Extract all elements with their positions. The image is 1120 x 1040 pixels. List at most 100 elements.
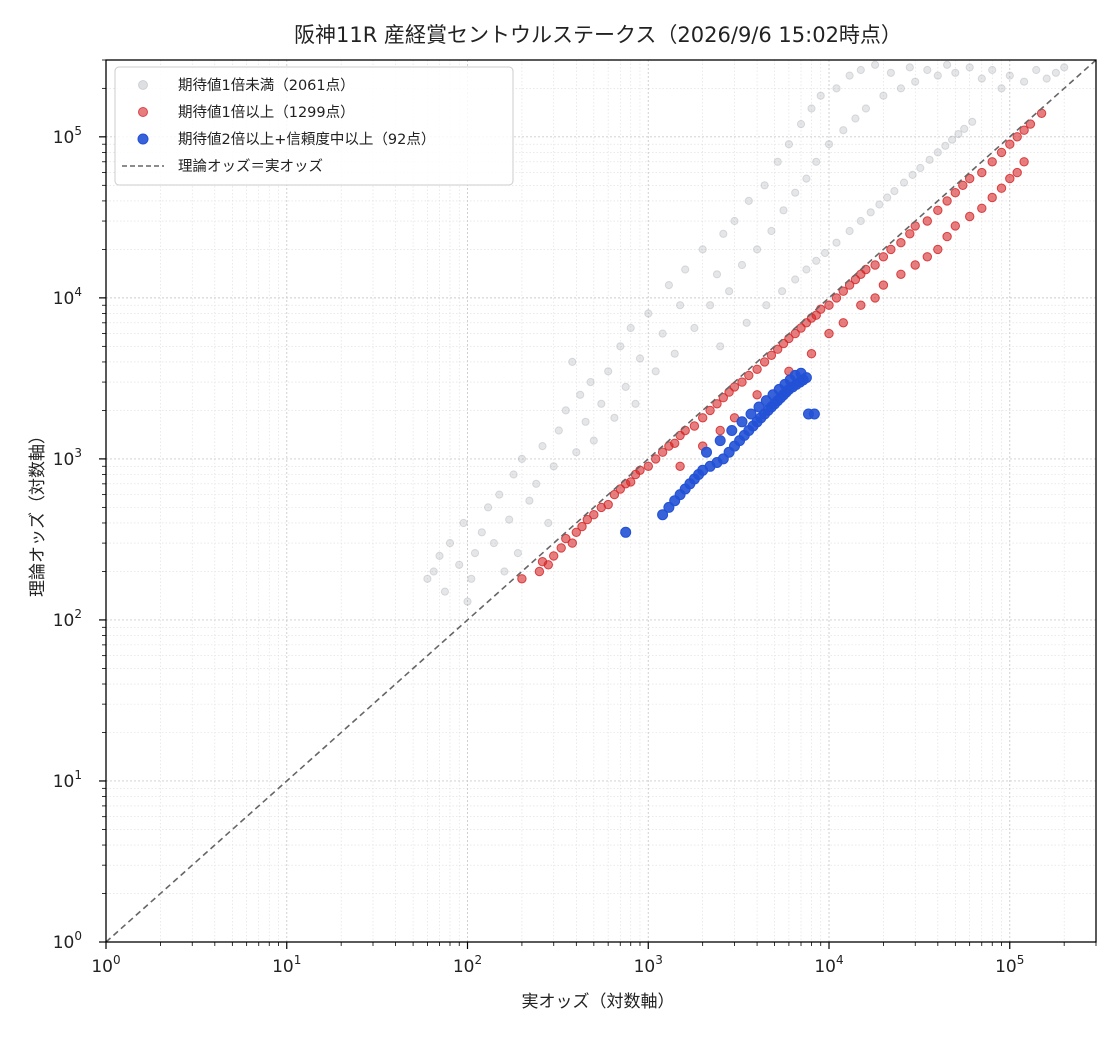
point-below-1 <box>784 140 794 149</box>
point-below-1 <box>807 104 816 113</box>
series-above-1 <box>517 108 1047 584</box>
point-above-1 <box>712 399 722 409</box>
legend-label-above-2: 期待値2倍以上+信頼度中以上（92点） <box>178 131 435 148</box>
point-below-1 <box>820 248 830 258</box>
point-below-1 <box>866 208 875 217</box>
point-above-1 <box>626 477 636 487</box>
point-below-1 <box>690 323 699 333</box>
point-below-1 <box>791 188 800 197</box>
point-above-1 <box>549 551 559 561</box>
point-above-1 <box>942 231 952 242</box>
point-below-1 <box>779 206 788 215</box>
point-below-1 <box>905 63 914 72</box>
point-below-1 <box>933 71 942 80</box>
legend-label-below-1: 期待値1倍未満（2061点） <box>178 77 355 94</box>
point-above-1 <box>878 252 889 262</box>
point-below-1 <box>802 174 811 183</box>
point-below-1 <box>796 120 806 129</box>
legend-item-reference: 理論オッズ＝実オッズ <box>122 158 323 175</box>
point-below-1 <box>658 329 667 338</box>
point-above-1 <box>651 454 661 464</box>
point-above-1 <box>603 499 613 510</box>
point-below-1 <box>525 496 534 505</box>
point-above-2 <box>753 401 765 413</box>
point-below-1 <box>886 68 896 77</box>
point-above-1 <box>987 157 997 167</box>
y-axis-label: 理論オッズ（対数軸） <box>28 427 48 597</box>
point-above-1 <box>1025 119 1036 129</box>
point-above-1 <box>589 510 599 520</box>
x-tick-label: 104 <box>814 953 843 977</box>
point-above-1 <box>824 300 834 310</box>
point-below-1 <box>467 574 476 583</box>
point-below-1 <box>791 275 800 284</box>
point-above-1 <box>933 244 943 255</box>
y-tick-label: 100 <box>53 929 82 953</box>
point-above-1 <box>922 216 932 226</box>
point-below-1 <box>923 65 932 75</box>
point-below-1 <box>576 390 585 399</box>
point-below-1 <box>1051 68 1061 77</box>
point-above-1 <box>582 514 592 525</box>
point-below-1 <box>1060 63 1069 72</box>
point-below-1 <box>941 141 950 150</box>
point-below-1 <box>621 382 630 391</box>
point-below-1 <box>762 301 771 310</box>
point-below-1 <box>532 479 541 488</box>
point-above-1 <box>1019 125 1029 135</box>
legend-marker-above-2 <box>137 133 149 145</box>
point-above-1 <box>905 229 915 239</box>
point-above-1 <box>870 260 880 270</box>
point-below-1 <box>423 574 432 583</box>
point-below-1 <box>517 454 527 463</box>
point-above-1 <box>567 538 577 548</box>
point-below-1 <box>802 265 811 274</box>
point-below-1 <box>716 342 725 351</box>
point-above-1 <box>556 543 566 553</box>
legend: 期待値1倍未満（2061点） 期待値1倍以上（1299点） 期待値2倍以上+信頼… <box>114 66 514 186</box>
point-below-1 <box>455 560 464 569</box>
point-above-1 <box>571 527 581 537</box>
point-above-1 <box>856 300 866 310</box>
point-below-1 <box>730 216 739 226</box>
point-above-2 <box>701 446 712 458</box>
scatter-points <box>423 60 1069 606</box>
point-above-1 <box>657 447 668 457</box>
point-below-1 <box>824 140 834 149</box>
point-below-1 <box>676 301 685 310</box>
point-above-1 <box>759 357 770 367</box>
point-below-1 <box>626 323 635 333</box>
point-below-1 <box>988 65 997 75</box>
point-below-1 <box>965 63 974 72</box>
point-above-1 <box>806 349 817 359</box>
point-below-1 <box>871 60 880 69</box>
point-below-1 <box>670 349 679 358</box>
point-above-1 <box>670 438 680 448</box>
point-above-1 <box>643 461 653 471</box>
point-below-1 <box>445 539 455 548</box>
point-above-1 <box>844 280 855 290</box>
point-below-1 <box>832 238 841 247</box>
point-above-1 <box>1005 139 1015 149</box>
point-below-1 <box>572 448 581 457</box>
point-above-1 <box>870 293 880 303</box>
point-below-1 <box>943 60 952 69</box>
point-above-1 <box>561 533 571 544</box>
point-below-1 <box>440 587 449 596</box>
point-below-1 <box>954 130 963 139</box>
point-above-1 <box>715 425 725 436</box>
point-below-1 <box>484 503 493 512</box>
point-above-2 <box>714 435 726 447</box>
point-below-1 <box>589 436 598 445</box>
legend-label-above-1: 期待値1倍以上（1299点） <box>178 104 355 121</box>
point-above-1 <box>838 318 848 328</box>
point-above-1 <box>977 167 987 178</box>
point-below-1 <box>778 287 787 296</box>
point-below-1 <box>856 216 865 226</box>
point-below-1 <box>951 68 960 77</box>
series-above-2 <box>620 367 820 538</box>
legend-item-below-1: 期待値1倍未満（2061点） <box>138 77 355 94</box>
point-above-2 <box>808 408 820 420</box>
point-below-1 <box>463 597 472 606</box>
point-above-2 <box>726 425 738 436</box>
